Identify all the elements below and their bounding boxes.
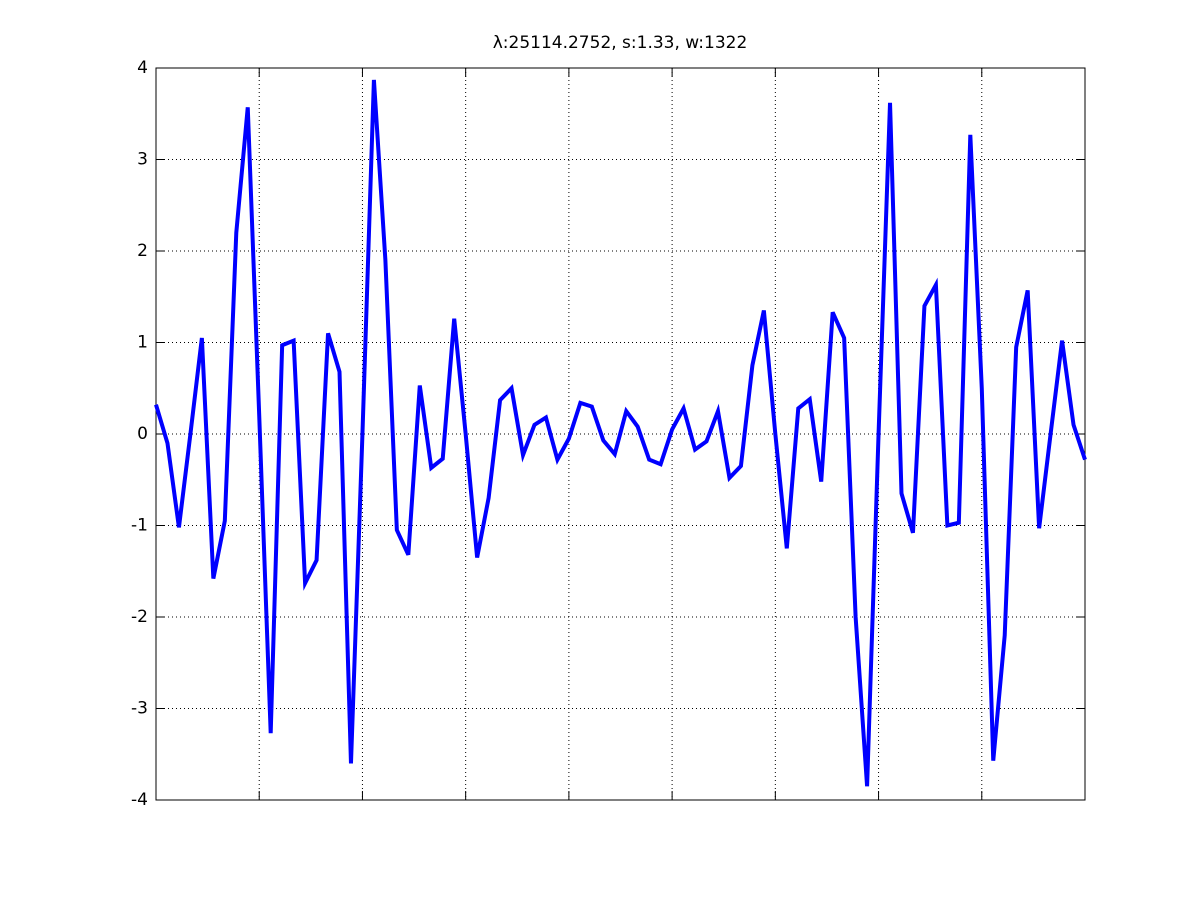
- y-tick-label: 2: [137, 241, 148, 261]
- y-tick-label: -3: [131, 699, 148, 719]
- y-tick-label: 4: [137, 58, 148, 78]
- y-tick-label: -4: [131, 790, 148, 810]
- y-tick-label: 3: [137, 150, 148, 170]
- plot-frame: [155, 67, 1086, 801]
- y-tick-label: -1: [131, 516, 148, 536]
- y-tick-label: -2: [131, 607, 148, 627]
- y-tick-label: 1: [137, 333, 148, 353]
- chart-title: λ:25114.2752, s:1.33, w:1322: [493, 33, 748, 53]
- data-line: [154, 79, 1087, 787]
- y-tick-label: 0: [137, 424, 148, 444]
